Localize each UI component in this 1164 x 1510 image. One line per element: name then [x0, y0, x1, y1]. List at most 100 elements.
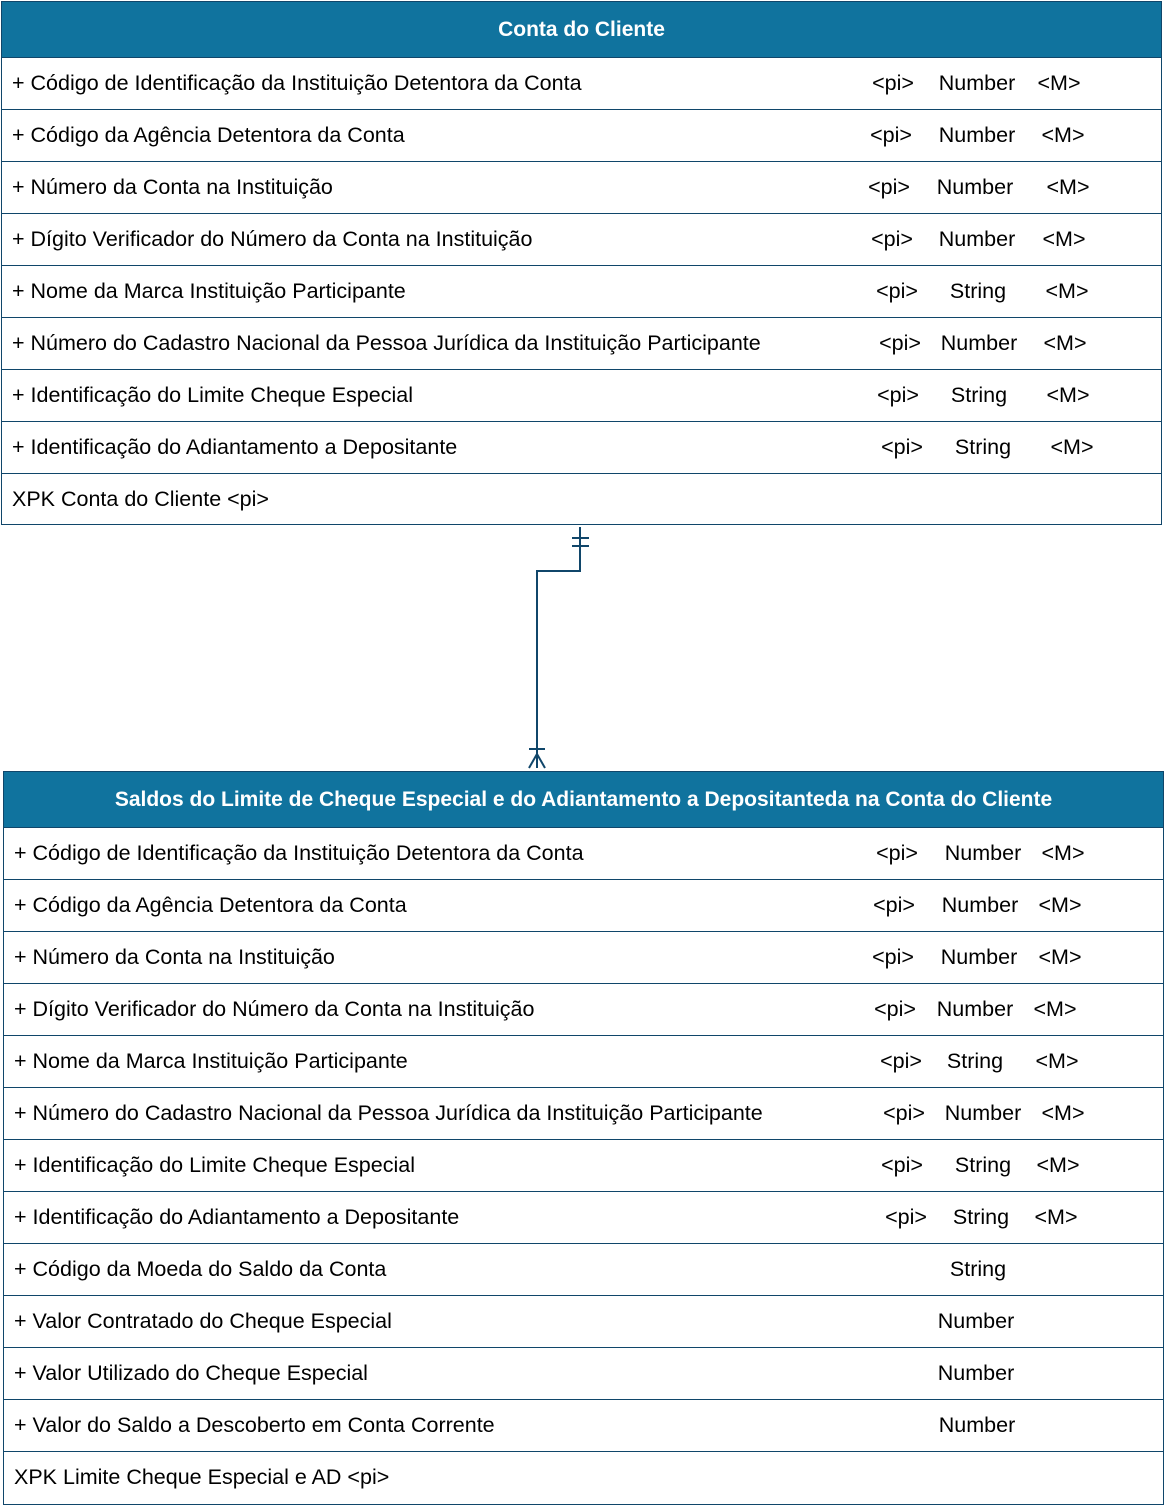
attribute-mandatory-marker: <M> — [1043, 331, 1087, 355]
attribute-key-marker: <pi> — [885, 1205, 927, 1229]
attribute-key-marker: <pi> — [872, 71, 914, 95]
attribute-name: + Identificação do Adiantamento a Deposi… — [14, 1205, 460, 1229]
attribute-name: + Dígito Verificador do Número da Conta … — [14, 997, 535, 1021]
attribute-key-marker: <pi> — [871, 227, 913, 251]
attribute-row[interactable]: + Valor Utilizado do Cheque Especial Numb… — [4, 1348, 1163, 1400]
attribute-key-marker: <pi> — [877, 383, 919, 407]
attribute-name: + Nome da Marca Instituição Participante — [12, 279, 406, 303]
attribute-mandatory-marker: <M> — [1035, 1049, 1079, 1073]
attribute-type: Number — [941, 893, 1019, 917]
attribute-type: Number — [937, 1361, 1015, 1385]
attribute-row[interactable]: + Dígito Verificador do Número da Conta … — [2, 214, 1161, 266]
attribute-row[interactable]: + Identificação do Adiantamento a Deposi… — [4, 1192, 1163, 1244]
primary-key-label: XPK Limite Cheque Especial e AD <pi> — [14, 1465, 390, 1489]
attribute-key-marker: <pi> — [881, 435, 923, 459]
primary-key-row[interactable]: XPK Limite Cheque Especial e AD <pi> — [4, 1452, 1163, 1504]
attribute-row[interactable]: + Número da Conta na Instituição <pi> Numb… — [2, 162, 1161, 214]
attribute-key-marker: <pi> — [881, 1153, 923, 1177]
attribute-type: Number — [940, 945, 1018, 969]
attribute-mandatory-marker: <M> — [1038, 893, 1082, 917]
attribute-name: + Dígito Verificador do Número da Conta … — [12, 227, 533, 251]
attribute-mandatory-marker: <M> — [1046, 383, 1090, 407]
crows-foot-left-icon — [528, 753, 538, 769]
attribute-mandatory-marker: <M> — [1038, 945, 1082, 969]
attribute-type: Number — [944, 841, 1022, 865]
crows-foot-right-icon — [536, 753, 546, 769]
attribute-key-marker: <pi> — [873, 893, 915, 917]
entity-title: Conta do Cliente — [2, 2, 1161, 58]
attribute-type: String — [954, 1153, 1012, 1177]
attribute-name: + Número da Conta na Instituição — [12, 175, 333, 199]
attribute-row[interactable]: + Valor Contratado do Cheque Especial Num… — [4, 1296, 1163, 1348]
attribute-row[interactable]: + Valor do Saldo a Descoberto em Conta C… — [4, 1400, 1163, 1452]
attribute-name: + Código da Moeda do Saldo da Conta — [14, 1257, 387, 1281]
attribute-key-marker: <pi> — [879, 331, 921, 355]
attribute-row[interactable]: + Código da Agência Detentora da Conta <p… — [2, 110, 1161, 162]
attribute-row[interactable]: + Identificação do Limite Cheque Especia… — [4, 1140, 1163, 1192]
attribute-key-marker: <pi> — [872, 945, 914, 969]
attribute-row[interactable]: + Número do Cadastro Nacional da Pessoa … — [2, 318, 1161, 370]
attribute-type: Number — [938, 227, 1016, 251]
attribute-name: + Código de Identificação da Instituição… — [14, 841, 584, 865]
attribute-key-marker: <pi> — [876, 279, 918, 303]
attribute-mandatory-marker: <M> — [1037, 71, 1081, 95]
attribute-row[interactable]: + Identificação do Adiantamento a Deposi… — [2, 422, 1161, 474]
attribute-row[interactable]: + Número da Conta na Instituição <pi> Numb… — [4, 932, 1163, 984]
attribute-mandatory-marker: <M> — [1034, 1205, 1078, 1229]
attribute-type: Number — [938, 123, 1016, 147]
attribute-name: + Número do Cadastro Nacional da Pessoa … — [14, 1101, 763, 1125]
attribute-name: + Valor do Saldo a Descoberto em Conta C… — [14, 1413, 495, 1437]
attribute-type: String — [950, 383, 1008, 407]
attribute-type: Number — [938, 1413, 1016, 1437]
attribute-type: Number — [936, 175, 1014, 199]
attribute-mandatory-marker: <M> — [1050, 435, 1094, 459]
primary-key-row[interactable]: XPK Conta do Cliente <pi> — [2, 474, 1161, 526]
attribute-key-marker: <pi> — [880, 1049, 922, 1073]
attribute-mandatory-marker: <M> — [1045, 279, 1089, 303]
attribute-row[interactable]: + Código da Agência Detentora da Conta <p… — [4, 880, 1163, 932]
attribute-row[interactable]: + Dígito Verificador do Número da Conta … — [4, 984, 1163, 1036]
attribute-type: String — [954, 435, 1012, 459]
attribute-row[interactable]: + Código da Moeda do Saldo da Conta Strin… — [4, 1244, 1163, 1296]
attribute-row[interactable]: + Número do Cadastro Nacional da Pessoa … — [4, 1088, 1163, 1140]
attribute-name: + Nome da Marca Instituição Participante — [14, 1049, 408, 1073]
attribute-list: + Código de Identificação da Instituição… — [4, 828, 1163, 1504]
attribute-name: + Código da Agência Detentora da Conta — [14, 893, 407, 917]
attribute-name: + Identificação do Limite Cheque Especia… — [12, 383, 413, 407]
attribute-name: + Valor Contratado do Cheque Especial — [14, 1309, 392, 1333]
attribute-mandatory-marker: <M> — [1041, 1101, 1085, 1125]
attribute-type: Number — [936, 997, 1014, 1021]
attribute-row[interactable]: + Nome da Marca Instituição Participante… — [4, 1036, 1163, 1088]
attribute-key-marker: <pi> — [874, 997, 916, 1021]
attribute-key-marker: <pi> — [883, 1101, 925, 1125]
attribute-mandatory-marker: <M> — [1046, 175, 1090, 199]
entity-saldos-limite-cheque-especial[interactable]: Saldos do Limite de Cheque Especial e do… — [3, 771, 1164, 1505]
attribute-mandatory-marker: <M> — [1042, 227, 1086, 251]
attribute-name: + Valor Utilizado do Cheque Especial — [14, 1361, 368, 1385]
attribute-type: Number — [944, 1101, 1022, 1125]
attribute-type: String — [952, 1205, 1010, 1229]
attribute-row[interactable]: + Identificação do Limite Cheque Especia… — [2, 370, 1161, 422]
attribute-name: + Código de Identificação da Instituição… — [12, 71, 582, 95]
attribute-row[interactable]: + Nome da Marca Instituição Participante… — [2, 266, 1161, 318]
entity-title: Saldos do Limite de Cheque Especial e do… — [4, 772, 1163, 828]
attribute-key-marker: <pi> — [868, 175, 910, 199]
attribute-name: + Identificação do Adiantamento a Deposi… — [12, 435, 458, 459]
attribute-name: + Identificação do Limite Cheque Especia… — [14, 1153, 415, 1177]
attribute-name: + Número da Conta na Instituição — [14, 945, 335, 969]
attribute-mandatory-marker: <M> — [1041, 123, 1085, 147]
attribute-name: + Código da Agência Detentora da Conta — [12, 123, 405, 147]
attribute-type: Number — [940, 331, 1018, 355]
attribute-row[interactable]: + Código de Identificação da Instituição… — [2, 58, 1161, 110]
attribute-type: Number — [938, 71, 1016, 95]
attribute-key-marker: <pi> — [876, 841, 918, 865]
entity-conta-do-cliente[interactable]: Conta do Cliente + Código de Identificaç… — [1, 1, 1162, 525]
attribute-list: + Código de Identificação da Instituição… — [2, 58, 1161, 526]
attribute-mandatory-marker: <M> — [1041, 841, 1085, 865]
attribute-row[interactable]: + Código de Identificação da Instituição… — [4, 828, 1163, 880]
attribute-type: Number — [937, 1309, 1015, 1333]
attribute-name: + Número do Cadastro Nacional da Pessoa … — [12, 331, 761, 355]
primary-key-label: XPK Conta do Cliente <pi> — [12, 487, 269, 511]
relationship-line — [536, 527, 581, 768]
attribute-type: String — [949, 1257, 1007, 1281]
